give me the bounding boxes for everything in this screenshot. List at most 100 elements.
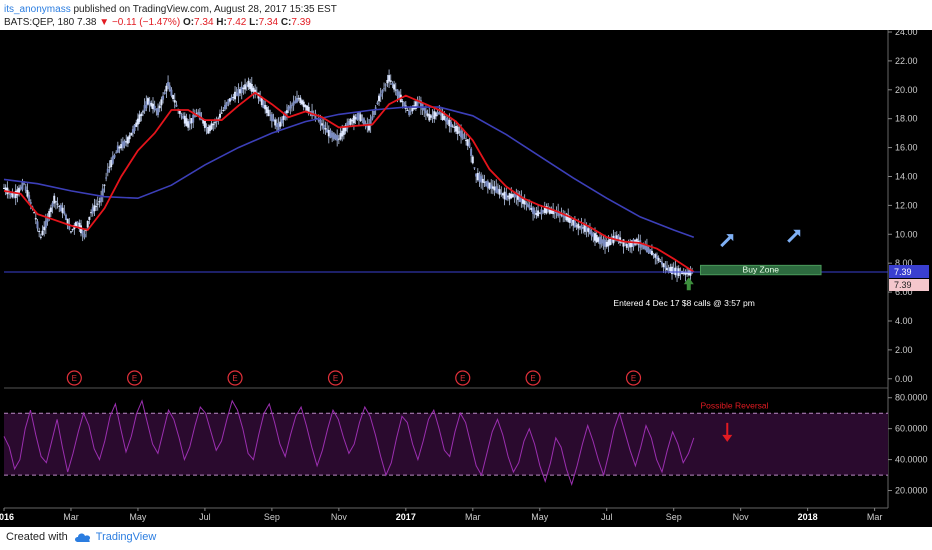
candle-body (659, 261, 662, 263)
candle-body (386, 79, 389, 84)
candle-body (262, 100, 265, 109)
candle-body (74, 222, 77, 228)
candle-body (562, 213, 565, 218)
candle-body (118, 146, 121, 149)
earnings-icon (327, 370, 344, 386)
earnings-marker-label: E (460, 374, 465, 383)
candle-body (41, 230, 44, 235)
candle-body (230, 96, 233, 101)
candle-body (354, 117, 357, 120)
candle-body (19, 186, 22, 190)
candle-body (578, 226, 581, 228)
down-arrow-icon: ▼ (99, 17, 110, 28)
earnings-marker-label: E (232, 374, 237, 383)
candle-body (686, 272, 689, 274)
x-tick-label: Mar (867, 512, 883, 522)
candle-body (468, 142, 471, 147)
candle-body (669, 266, 672, 273)
candle-body (557, 210, 560, 216)
candle-body (662, 263, 665, 267)
trend-arrow-head-icon (726, 234, 734, 242)
earnings-icon (126, 370, 143, 386)
candle-body (595, 235, 598, 243)
candle-body (113, 154, 116, 158)
candle-body (173, 100, 176, 103)
candle-body (224, 104, 226, 110)
candle-body (583, 224, 586, 232)
candle-body (299, 97, 302, 104)
candle-body (441, 112, 444, 120)
x-tick-label: Mar (465, 512, 481, 522)
candle-body (550, 208, 553, 214)
x-tick-label: May (129, 512, 147, 522)
candle-body (158, 105, 161, 109)
candle-body (270, 114, 273, 122)
candle-body (141, 111, 144, 113)
candle-body (277, 123, 280, 132)
candle-body (53, 195, 56, 204)
candle-body (525, 202, 528, 205)
slow-moving-average-line (3, 106, 695, 238)
candle-body (108, 166, 111, 168)
buy-zone-box (699, 264, 822, 276)
candle-body (265, 107, 268, 113)
candle-body (475, 173, 478, 177)
candle-body (443, 116, 446, 120)
candle-body (645, 245, 648, 253)
candle-body (649, 249, 652, 254)
candle-body (378, 95, 381, 102)
y-tick-label: 20.00 (895, 85, 918, 95)
candle-body (295, 97, 298, 103)
candle-body (36, 221, 39, 229)
candle-body (167, 82, 170, 86)
candle-body (245, 84, 248, 87)
author-link[interactable]: its_anonymass (4, 4, 71, 15)
candle-body (188, 121, 191, 124)
candle-body (58, 205, 61, 207)
candle-body (218, 113, 221, 118)
candle-body (590, 231, 593, 236)
candle-body (306, 105, 309, 111)
candle-body (448, 119, 451, 127)
candle-body (182, 115, 185, 119)
candle-body (660, 261, 663, 265)
fast-moving-average-line (3, 91, 695, 273)
candle-body (622, 239, 625, 247)
y-tick-label: 8.00 (895, 258, 913, 268)
candle-body (458, 131, 461, 133)
close-price-badge (889, 278, 929, 291)
candle-body (34, 218, 37, 220)
candle-body (465, 140, 468, 142)
candle-body (86, 220, 89, 228)
candle-body (187, 121, 190, 128)
candle-body (493, 186, 496, 191)
candle-body (138, 114, 141, 122)
candle-body (610, 239, 613, 242)
candle-body (133, 124, 136, 131)
candle-body (496, 188, 499, 193)
candle-body (28, 195, 31, 202)
candle-body (640, 243, 643, 247)
y-tick-label: 24.00 (895, 30, 918, 37)
x-tick-label: Nov (733, 512, 750, 522)
candle-body (91, 207, 94, 214)
candle-body (292, 101, 295, 106)
candle-body (587, 228, 590, 233)
candle-body (193, 116, 196, 118)
tradingview-logo[interactable]: TradingView (74, 531, 156, 543)
price-chart[interactable]: 24.00 22.00 20.00 18.00 16.00 14.00 12.00 10.00… (0, 30, 932, 527)
candle-body (121, 141, 124, 148)
candle-body (285, 110, 288, 114)
candle-body (317, 119, 320, 122)
candle-body (436, 112, 439, 115)
candle-body (501, 193, 504, 196)
candle-body (471, 156, 474, 164)
candle-body (272, 118, 275, 122)
candle-body (116, 145, 119, 153)
y-tick-label: 12.00 (895, 200, 918, 210)
candle-body (532, 207, 535, 214)
candle-body (481, 178, 484, 183)
candle-body (21, 182, 24, 190)
candle-body (373, 110, 376, 115)
candle-body (599, 236, 602, 245)
